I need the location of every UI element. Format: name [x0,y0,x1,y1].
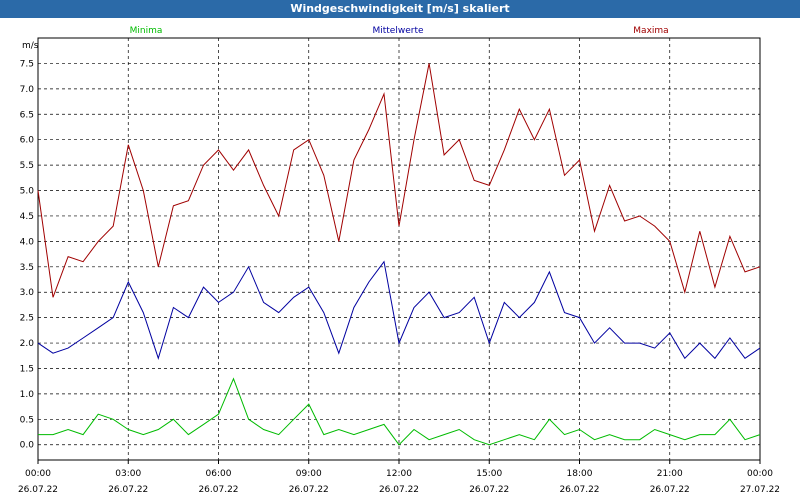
y-tick-label: 0.5 [20,415,34,425]
x-axis-ticks: 00:00 26.07.22 03:00 26.07.22 06:00 26.07.22 0… [18,460,780,495]
window-title: Windgeschwindigkeit [m/s] skaliert [0,0,800,18]
series-line-maxima [37,63,761,298]
x-tick-time: 18:00 [567,469,593,479]
y-tick-label: 5.0 [20,187,35,197]
y-axis-ticks: 0.0 0.5 1.0 1.5 2.0 2.5 3.0 3.5 4.0 4.5 5.0 5.5 6.0 6… [20,59,35,450]
x-tick-time: 03:00 [115,469,141,479]
y-tick-label: 7.0 [20,85,35,95]
y-tick-label: 1.5 [20,364,34,374]
x-tick-date: 26.07.22 [18,485,58,495]
x-tick-time: 21:00 [657,469,683,479]
y-tick-label: 2.0 [20,339,35,349]
y-tick-label: 2.5 [20,314,34,324]
x-tick-date: 26.07.22 [289,485,329,495]
x-tick-time: 15:00 [476,469,502,479]
x-tick-date: 26.07.22 [469,485,509,495]
x-tick-time: 09:00 [296,469,322,479]
x-tick-date: 26.07.22 [650,485,690,495]
y-tick-label: 6.0 [20,136,35,146]
x-tick-date: 26.07.22 [559,485,599,495]
x-tick-time: 12:00 [386,469,412,479]
y-tick-label: 4.0 [20,237,35,247]
y-tick-label: 5.5 [20,161,34,171]
x-tick-date: 27.07.22 [740,485,780,495]
y-tick-label: 6.5 [20,110,34,120]
y-tick-label: 7.5 [20,59,34,69]
x-tick-time: 00:00 [25,469,51,479]
y-tick-label: 1.0 [20,390,35,400]
legend-mittelwerte: Mittelwerte [372,26,423,36]
y-tick-label: 0.0 [20,441,35,451]
series-lines [37,63,761,446]
legend-maxima: Maxima [633,26,668,36]
legend-minima: Minima [130,26,163,36]
y-tick-label: 3.0 [20,288,35,298]
x-tick-time: 00:00 [747,469,773,479]
x-tick-date: 26.07.22 [108,485,148,495]
series-line-mittelwerte [37,260,761,360]
series-line-minima [38,377,761,446]
x-tick-date: 26.07.22 [198,485,238,495]
y-tick-label: 4.5 [20,212,34,222]
y-tick-label: 3.5 [20,263,34,273]
x-tick-time: 06:00 [206,469,232,479]
x-tick-date: 26.07.22 [379,485,419,495]
y-axis-unit: m/s [22,41,39,51]
